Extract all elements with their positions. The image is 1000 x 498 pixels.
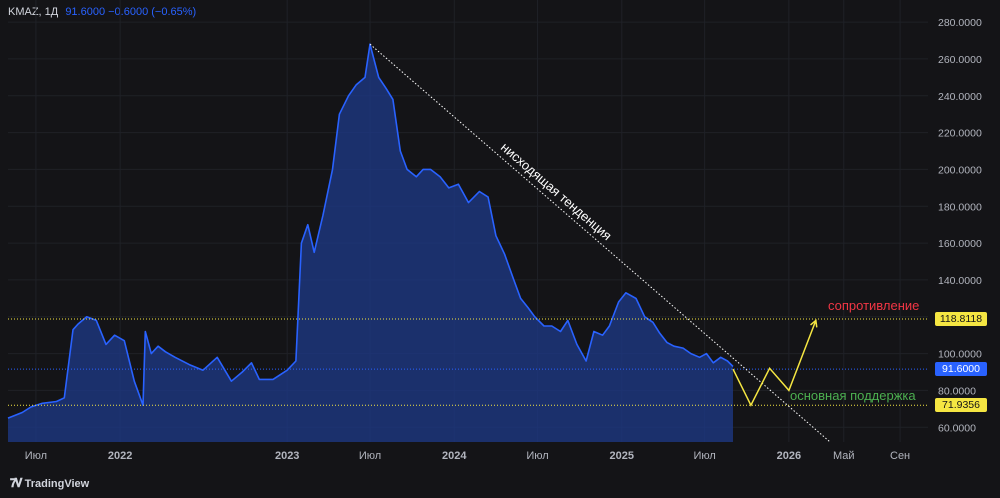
trend-label: нисходящая тенденция <box>498 139 615 243</box>
tradingview-logo[interactable]: 𝟕𝐕 TradingView <box>10 476 89 491</box>
y-tick-label: 220.0000 <box>938 128 982 140</box>
resistance-price-tag: 118.8118 <box>935 311 987 326</box>
chart-legend: KMAZ, 1Д 91.6000 −0.6000 (−0.65%) <box>8 6 196 18</box>
y-tick-label: 280.0000 <box>938 17 982 29</box>
price-values: 91.6000 −0.6000 (−0.65%) <box>65 6 197 18</box>
x-tick-label: 2023 <box>275 450 299 462</box>
x-tick-label: Сен <box>890 450 910 462</box>
support-label: основная поддержка <box>790 388 916 404</box>
y-tick-label: 160.0000 <box>938 238 982 250</box>
forecast-path <box>732 320 817 407</box>
support-price-tag: 71.9356 <box>935 398 987 413</box>
x-tick-label: Май <box>833 450 855 462</box>
forecast-arrowhead <box>810 318 818 328</box>
y-tick-label: 200.0000 <box>938 164 982 176</box>
x-tick-label: Июл <box>693 450 715 462</box>
y-tick-label: 260.0000 <box>938 54 982 66</box>
y-tick-label: 60.0000 <box>938 422 976 434</box>
y-tick-label: 80.0000 <box>938 385 976 397</box>
tradingview-name: TradingView <box>24 477 90 490</box>
x-tick-label: 2024 <box>442 450 467 462</box>
tradingview-icon: 𝟕𝐕 <box>10 476 23 490</box>
symbol-label: KMAZ, 1Д <box>8 6 59 18</box>
resistance-label: сопротивление <box>828 297 920 313</box>
x-tick-label: Июл <box>526 450 548 462</box>
y-tick-label: 140.0000 <box>938 275 982 287</box>
current-price-tag: 91.6000 <box>935 362 987 377</box>
x-tick-label: 2025 <box>610 450 634 462</box>
x-tick-label: Июл <box>359 450 381 462</box>
series-area <box>8 44 733 442</box>
y-tick-label: 180.0000 <box>938 201 982 213</box>
y-tick-label: 100.0000 <box>938 349 982 361</box>
x-tick-label: 2026 <box>777 450 801 462</box>
y-tick-label: 240.0000 <box>938 91 982 103</box>
x-tick-label: Июл <box>25 450 47 462</box>
x-tick-label: 2022 <box>108 450 132 462</box>
